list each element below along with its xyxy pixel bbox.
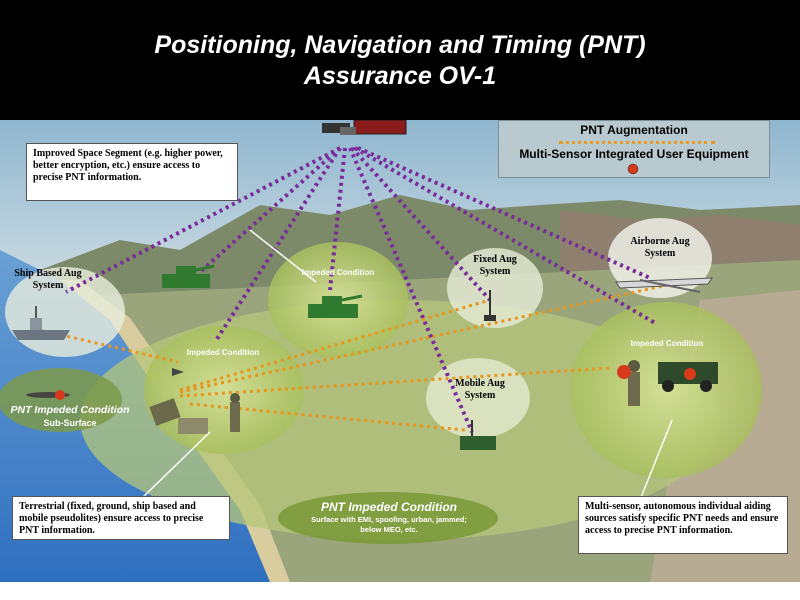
sub-surface-subtitle: Sub-Surface xyxy=(43,418,97,428)
mobile-aug-vehicle-icon xyxy=(460,420,496,450)
space-links xyxy=(65,146,657,433)
label-mobile-aug: Mobile Aug System xyxy=(455,378,505,401)
legend-multi-sensor: Multi-Sensor Integrated User Equipment xyxy=(519,147,749,161)
pointer-multi xyxy=(639,419,673,501)
legend-augmentation: PNT Augmentation xyxy=(580,123,688,137)
title-line-2: Assurance OV-1 xyxy=(303,62,497,90)
beach xyxy=(60,280,290,582)
callout-multi-sensor: Multi-sensor, autonomous individual aidi… xyxy=(578,496,788,554)
missile-launcher-icon xyxy=(149,398,208,434)
sub-surface-zone xyxy=(0,368,122,432)
dome-airborne xyxy=(608,218,712,298)
pointer-terrestrial xyxy=(139,431,211,501)
tank-icon-center xyxy=(308,294,363,318)
surface-impeded-subtitle: Surface with EMI, spoofing, urban, jamme… xyxy=(311,515,467,534)
pointer-space xyxy=(249,229,317,283)
label-fixed-aug: Fixed Aug System xyxy=(473,254,517,277)
impeded-label-center: Impeded Condition xyxy=(301,268,375,277)
label-airborne-aug: Airborne Aug System xyxy=(630,236,690,259)
ship-icon xyxy=(12,306,70,340)
callout-terrestrial: Terrestrial (fixed, ground, ship based a… xyxy=(12,496,230,540)
tank-icon-left xyxy=(162,264,215,288)
submarine-icon xyxy=(26,390,70,400)
legend-orange-line xyxy=(559,141,715,144)
soldier-icon-left xyxy=(230,393,240,432)
label-ship-aug: Ship Based Aug System xyxy=(14,268,82,291)
title-line-1: Positioning, Navigation and Timing (PNT) xyxy=(154,31,646,59)
legend: PNT Augmentation Multi-Sensor Integrated… xyxy=(498,120,770,178)
surface-impeded-zone xyxy=(278,492,498,544)
diagram-title: Positioning, Navigation and Timing (PNT)… xyxy=(0,30,800,92)
surface-impeded-title: PNT Impeded Condition xyxy=(321,500,457,514)
soldier-icon-right xyxy=(617,360,640,406)
impeded-label-right: Impeded Condition xyxy=(630,339,704,348)
legend-red-dot-icon xyxy=(627,163,639,175)
title-bar: Positioning, Navigation and Timing (PNT)… xyxy=(0,0,800,120)
satellite-icon xyxy=(322,120,407,135)
aircraft-icon-left xyxy=(172,368,184,376)
humvee-icon xyxy=(658,362,718,392)
impeded-label-left: Impeded Condition xyxy=(186,348,260,357)
dome-mobile xyxy=(426,358,530,438)
sub-surface-title: PNT Impeded Condition xyxy=(10,404,130,416)
fixed-aug-tower-icon xyxy=(484,290,496,321)
uav-icon xyxy=(615,277,713,293)
callout-space-segment: Improved Space Segment (e.g. higher powe… xyxy=(26,143,238,201)
dome-fixed xyxy=(447,248,543,328)
